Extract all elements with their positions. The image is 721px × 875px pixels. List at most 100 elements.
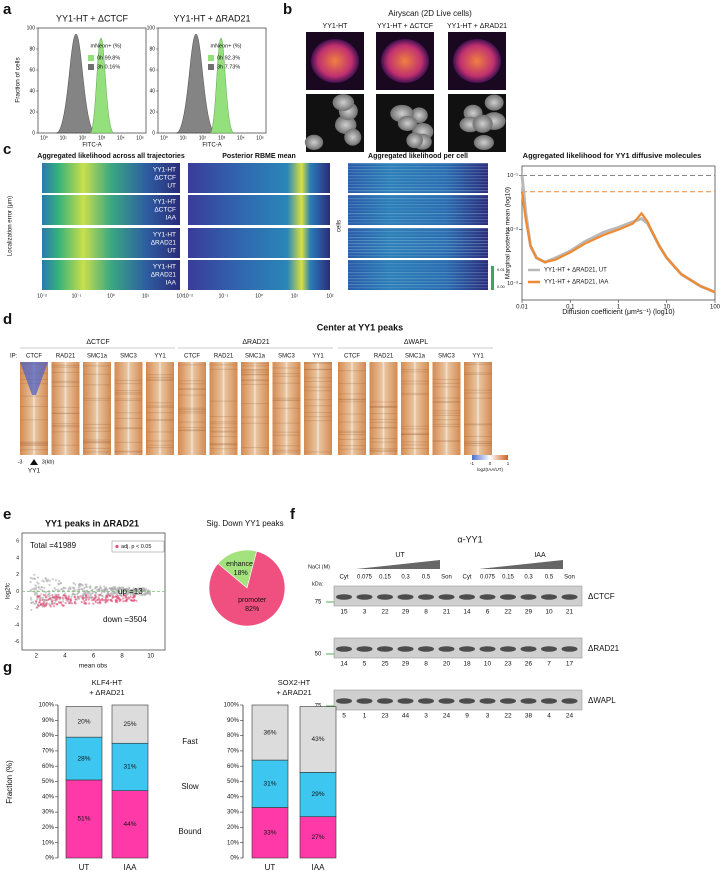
point <box>46 598 49 602</box>
point <box>48 579 51 582</box>
texture <box>209 444 238 446</box>
streak <box>348 255 488 257</box>
texture <box>178 412 206 414</box>
streak <box>348 281 488 283</box>
point <box>45 602 48 605</box>
y-tick-label: 0% <box>45 856 54 862</box>
point <box>44 591 48 594</box>
texture <box>146 412 174 414</box>
point <box>74 602 77 605</box>
texture <box>304 390 332 392</box>
texture <box>304 420 332 422</box>
label: IP: <box>10 354 18 360</box>
y-tick-label: 70% <box>227 748 240 754</box>
point <box>139 587 142 591</box>
point <box>58 579 61 582</box>
point <box>40 593 43 596</box>
data-label: 51% <box>77 816 90 823</box>
streak <box>348 231 488 233</box>
band <box>418 594 434 600</box>
band <box>377 698 393 704</box>
streak <box>348 195 488 197</box>
heatmap <box>241 362 269 455</box>
streak <box>348 249 488 251</box>
chart-title: + ΔRAD21 <box>89 688 124 697</box>
nucleus <box>472 114 493 133</box>
quant: 14 <box>340 661 348 668</box>
x-label: FITC-A <box>202 143 221 149</box>
quant: 44 <box>402 713 410 720</box>
point <box>51 599 54 602</box>
texture <box>20 443 48 445</box>
texture <box>20 442 48 444</box>
point <box>40 586 43 589</box>
x-tick-label: 1 <box>617 305 621 311</box>
quant: 38 <box>525 713 533 720</box>
nucleus <box>473 135 494 151</box>
point <box>89 587 92 590</box>
streak <box>348 190 488 192</box>
streak <box>348 166 488 168</box>
quant: 3 <box>486 713 490 720</box>
colorbar-label: 0.01 <box>497 267 506 272</box>
point <box>104 596 107 599</box>
colorbar-label: -1 <box>470 461 474 466</box>
point <box>112 595 116 599</box>
point <box>64 601 67 604</box>
texture <box>338 438 366 440</box>
point <box>140 593 143 596</box>
texture <box>20 395 48 397</box>
lane-label: 0.15 <box>502 575 514 581</box>
texture <box>178 383 206 385</box>
streak <box>348 175 488 177</box>
texture <box>401 394 429 396</box>
band <box>479 594 496 600</box>
data-label: 28% <box>77 755 90 762</box>
streak <box>348 240 488 242</box>
point <box>61 596 64 599</box>
chart-title: Sig. Down YY1 peaks <box>206 519 283 528</box>
point <box>122 600 125 603</box>
point <box>97 588 100 591</box>
point <box>65 597 68 600</box>
texture <box>338 430 366 432</box>
band <box>438 698 455 704</box>
texture <box>209 421 238 423</box>
band <box>356 698 373 704</box>
texture <box>464 362 492 364</box>
quant: 3 <box>363 609 367 616</box>
group-label: ΔCTCF <box>86 339 109 346</box>
point <box>88 602 91 605</box>
texture <box>369 426 398 428</box>
texture <box>146 447 174 449</box>
streak <box>348 287 488 289</box>
texture <box>401 447 429 449</box>
texture <box>83 451 111 453</box>
quant: 8 <box>424 609 428 616</box>
heatmap <box>42 163 180 193</box>
bar-segment <box>299 706 337 773</box>
texture <box>369 449 398 451</box>
lane-label: 0.5 <box>422 575 431 581</box>
texture <box>209 364 238 366</box>
heatmap <box>188 260 330 290</box>
point <box>31 601 35 604</box>
point <box>95 586 98 589</box>
texture <box>51 382 80 384</box>
x-tick-label: UT <box>265 863 276 872</box>
texture <box>432 415 461 417</box>
point <box>128 597 131 600</box>
column-label: CTCF <box>184 354 200 360</box>
lane-label: 0.5 <box>545 575 554 581</box>
texture <box>114 379 143 381</box>
plot-title: YY1-HT + ΔCTCF <box>56 13 129 23</box>
x-tick-label: 10³ <box>98 135 106 141</box>
point <box>33 577 37 581</box>
point <box>86 596 89 599</box>
band <box>336 594 352 600</box>
x-tick-label: 8 <box>120 654 124 660</box>
wedge <box>479 560 563 569</box>
column-label: YY1 <box>154 354 166 360</box>
point <box>59 601 63 605</box>
texture <box>51 385 80 387</box>
